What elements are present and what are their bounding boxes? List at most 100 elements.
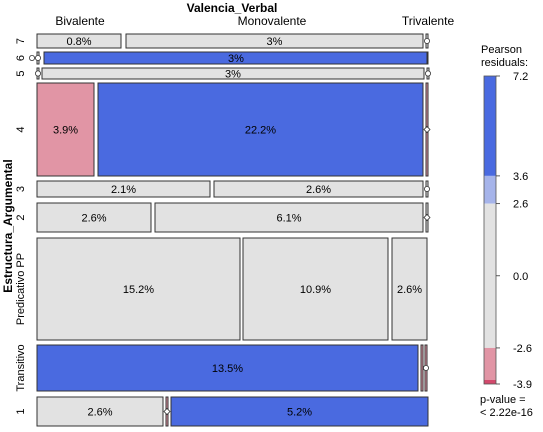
mosaic-tile-rect (36, 237, 241, 341)
mosaic-tile-rect (391, 237, 428, 341)
mosaic-tile-6-monovalente: 6.1% (154, 202, 424, 233)
mosaic-tile-label: 2.6% (397, 284, 422, 296)
legend: Pearson residuals: p-value = < 2.22e-16 … (480, 44, 533, 419)
mosaic-tile-9-monovalente (163, 396, 171, 427)
mosaic-tile-2-bivalente (28, 51, 42, 65)
legend-tick-label: 3.6 (513, 171, 528, 183)
mosaic-tile-1-bivalente: 0.8% (36, 33, 122, 49)
mosaic-tile-2-trivalente (426, 51, 429, 65)
y-axis-title: Estructura_Argumental (1, 159, 15, 292)
zero-cell-marker (35, 70, 42, 77)
mosaic-tile-label: 6.1% (276, 213, 301, 225)
mosaic-tile-label: 2.6% (81, 213, 106, 225)
mosaic-tile-label: 3% (228, 53, 244, 65)
legend-bar-border (483, 75, 497, 385)
mosaic-row-5: 2.1% 2.6% (36, 180, 430, 198)
row-label-5: 3 (15, 186, 27, 192)
mosaic-tile-rect (420, 344, 424, 392)
legend-tick-label: 2.6 (513, 199, 528, 211)
mosaic-tile-label: 10.9% (300, 284, 331, 296)
mosaic-tile-7-monovalente: 10.9% (242, 237, 389, 341)
column-label-bivalente: Bivalente (55, 14, 105, 28)
p-value-line-1: p-value = (480, 394, 526, 406)
mosaic-row-3: 3% (35, 67, 431, 81)
legend-tick-label: -3.9 (513, 379, 532, 391)
mosaic-tile-label: 3% (267, 36, 283, 48)
mosaic-tile-9-trivalente: 5.2% (170, 396, 429, 427)
legend-tick-label: 0.0 (513, 271, 528, 283)
mosaic-tile-7-bivalente: 15.2% (36, 237, 241, 341)
mosaic-tile-rect (154, 202, 424, 233)
mosaic-tile-3-bivalente (35, 67, 42, 80)
mosaic-tile-label: 3% (225, 69, 241, 81)
mosaic-row-2: 3% (28, 51, 429, 65)
mosaic-tile-4-monovalente: 22.2% (97, 82, 424, 177)
mosaic-tile-rect (97, 82, 424, 177)
legend-title-line-2: residuals: (481, 57, 528, 69)
mosaic-tile-rect (242, 237, 389, 341)
zero-cell-marker (163, 407, 171, 416)
zero-cell-marker (28, 55, 35, 62)
zero-cell-marker (423, 185, 430, 192)
row-label-3: 5 (15, 70, 27, 76)
p-value-line-2: < 2.22e-16 (480, 407, 533, 419)
mosaic-row-1: 0.8% 3% (36, 33, 430, 49)
mosaic-tile-label: 3.9% (53, 125, 78, 137)
row-label-9: 1 (15, 408, 27, 414)
legend-color-band-2 (484, 175, 496, 204)
mosaic-tile-rect (36, 180, 211, 198)
mosaic-tile-5-trivalente (423, 180, 430, 198)
mosaic-tile-rect (125, 33, 424, 49)
mosaic-tile-label: 13.5% (212, 363, 243, 375)
mosaic-tile-6-trivalente (423, 202, 431, 233)
mosaic-tile-rect (36, 82, 95, 177)
mosaic-row-7: 15.2% 10.9% 2.6% (36, 237, 428, 341)
mosaic-tile-rect (36, 202, 152, 233)
mosaic-tile-7-trivalente: 2.6% (391, 237, 428, 341)
mosaic-tile-3-monovalente: 3% (41, 67, 425, 81)
mosaic-tile-2-monovalente: 3% (43, 51, 429, 65)
zero-cell-marker (423, 125, 431, 134)
legend-color-band-1 (484, 76, 496, 176)
mosaic-tile-label: 2.6% (87, 407, 112, 419)
mosaic-tile-4-bivalente: 3.9% (36, 82, 95, 177)
left-title: Estructura_Argumental (1, 159, 15, 292)
mosaic-tile-label: 2.6% (306, 184, 331, 196)
mosaic-row-8: 13.5% (36, 344, 429, 392)
mosaic-tile-rect (213, 180, 424, 198)
mosaic-tile-label: 5.2% (287, 407, 312, 419)
mosaic-tile-rect (36, 344, 419, 392)
mosaic-tile-label: 15.2% (123, 284, 154, 296)
zero-cell-marker (422, 364, 429, 371)
zero-cell-marker (424, 70, 431, 77)
mosaic-tile-1-trivalente (423, 33, 430, 49)
legend-color-band-3 (484, 203, 496, 348)
legend-color-band-high-negative (484, 380, 496, 384)
row-label-8: Transitivo (15, 344, 27, 391)
column-label-monovalente: Monovalente (238, 14, 307, 28)
mosaic-tile-6-bivalente: 2.6% (36, 202, 152, 233)
mosaic-tile-5-bivalente: 2.1% (36, 180, 211, 198)
legend-color-band-4 (484, 347, 496, 384)
legend-title-line-1: Pearson (481, 44, 522, 56)
row-label-2: 6 (15, 55, 27, 61)
mosaic-tiles: 0.8% 3% 3% 3% 3.9% 22.2% 2.1% 2.6% 2.6% 6.1% 15.2%… (28, 33, 431, 427)
mosaic-tile-4-trivalente (423, 82, 431, 177)
top-labels: Valencia_Verbal Bivalente Monovalente Triv… (55, 1, 454, 28)
row-label-7: Predicativo PP (15, 253, 27, 325)
mosaic-tile-rect (426, 51, 429, 65)
row-label-1: 7 (15, 38, 27, 44)
legend-tick-label: 7.2 (513, 71, 528, 83)
mosaic-row-4: 3.9% 22.2% (36, 82, 431, 177)
mosaic-tile-label: 0.8% (66, 36, 91, 48)
mosaic-tile-rect (36, 396, 164, 427)
column-label-trivalente: Trivalente (402, 14, 455, 28)
mosaic-tile-rect (36, 33, 122, 49)
mosaic-tile-5-monovalente: 2.6% (213, 180, 424, 198)
mosaic-tile-9-bivalente: 2.6% (36, 396, 164, 427)
mosaic-tile-3-trivalente (424, 67, 431, 80)
zero-cell-marker (35, 55, 42, 62)
mosaic-tile-8-bivalente: 13.5% (36, 344, 419, 392)
mosaic-tile-1-monovalente: 3% (125, 33, 424, 49)
